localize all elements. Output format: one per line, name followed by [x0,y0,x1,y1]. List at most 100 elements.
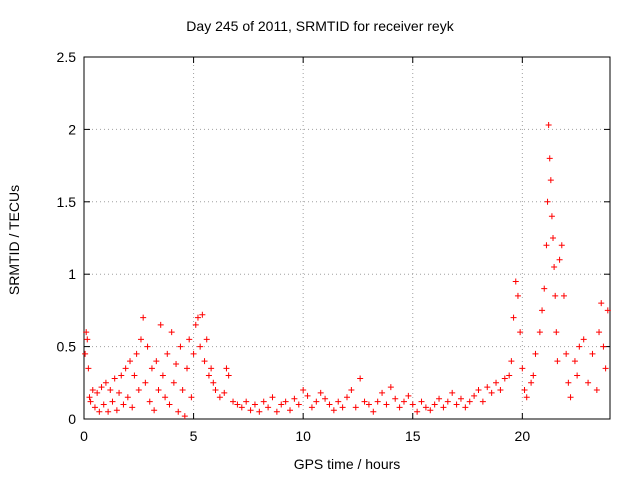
data-point [201,358,208,365]
data-point [247,407,254,414]
y-axis-label: SRMTID / TECUs [6,184,22,296]
data-point [144,343,151,350]
data-point [287,407,294,414]
data-point [162,394,169,401]
data-point [539,307,546,314]
data-point [300,387,307,394]
data-point [212,387,219,394]
data-point [462,404,469,411]
data-point [221,389,228,396]
data-point [414,408,421,415]
data-point [173,360,180,367]
data-point [517,329,524,336]
data-point [146,398,153,405]
data-point [105,408,112,415]
data-point [370,408,377,415]
data-point [82,350,89,357]
data-point [273,408,280,415]
data-point [223,365,230,372]
data-point [330,407,337,414]
data-point [361,398,368,405]
data-point [120,401,127,408]
x-tick-label: 20 [515,428,531,444]
data-point [170,379,177,386]
data-point [541,285,548,292]
data-point [199,311,206,318]
data-point [374,398,381,405]
data-point [523,394,530,401]
data-point [190,350,197,357]
data-point [551,263,558,270]
data-point [444,398,451,405]
data-point [348,387,355,394]
data-point [563,350,570,357]
data-point [514,292,521,299]
data-point [453,401,460,408]
data-point [600,343,607,350]
plot-frame [83,56,611,420]
data-point [392,395,399,402]
data-point [304,392,311,399]
data-point [550,235,557,241]
data-point [602,365,609,372]
data-point [532,350,539,357]
data-point [571,358,578,365]
data-point [234,401,241,408]
data-point [427,407,434,414]
data-point [506,372,513,379]
data-point [85,365,92,372]
data-point [545,122,552,129]
data-point [98,384,105,391]
data-point [113,407,120,414]
data-point [548,213,555,220]
x-tick-label: 15 [405,428,421,444]
data-point [153,358,160,365]
data-point [521,387,528,394]
data-point [308,404,315,411]
data-point [96,408,103,415]
data-point [192,321,199,328]
data-point [344,394,350,401]
data-point [598,300,605,307]
data-point [127,358,134,365]
data-point [91,404,98,411]
data-point [168,329,175,336]
data-point [205,372,212,379]
data-point [194,314,201,321]
data-point [475,387,482,394]
data-point [580,336,587,343]
data-point [84,336,91,343]
data-point [365,401,372,408]
data-point [544,198,551,205]
data-point [122,365,129,372]
data-point [440,404,447,411]
data-point [89,387,96,394]
data-point [269,394,276,401]
data-point [431,401,438,408]
data-point [418,398,425,405]
data-point [335,398,342,405]
data-point [484,384,491,391]
data-point [278,401,285,408]
data-point [552,292,559,299]
data-point [510,314,517,321]
data-point [313,398,320,405]
data-point [260,398,267,405]
data-point [238,404,245,411]
data-point [560,292,567,299]
data-point [151,407,158,414]
data-point [291,395,298,402]
data-point [317,389,324,396]
data-point [208,365,215,372]
data-point [188,394,195,401]
data-point [400,398,407,405]
data-point [159,372,166,379]
data-point [512,278,519,285]
data-point [387,384,394,391]
data-point [179,387,186,394]
data-point [148,365,155,372]
data-point [528,379,535,386]
data-point [116,389,123,396]
data-point [251,401,258,408]
data-point [107,387,114,394]
